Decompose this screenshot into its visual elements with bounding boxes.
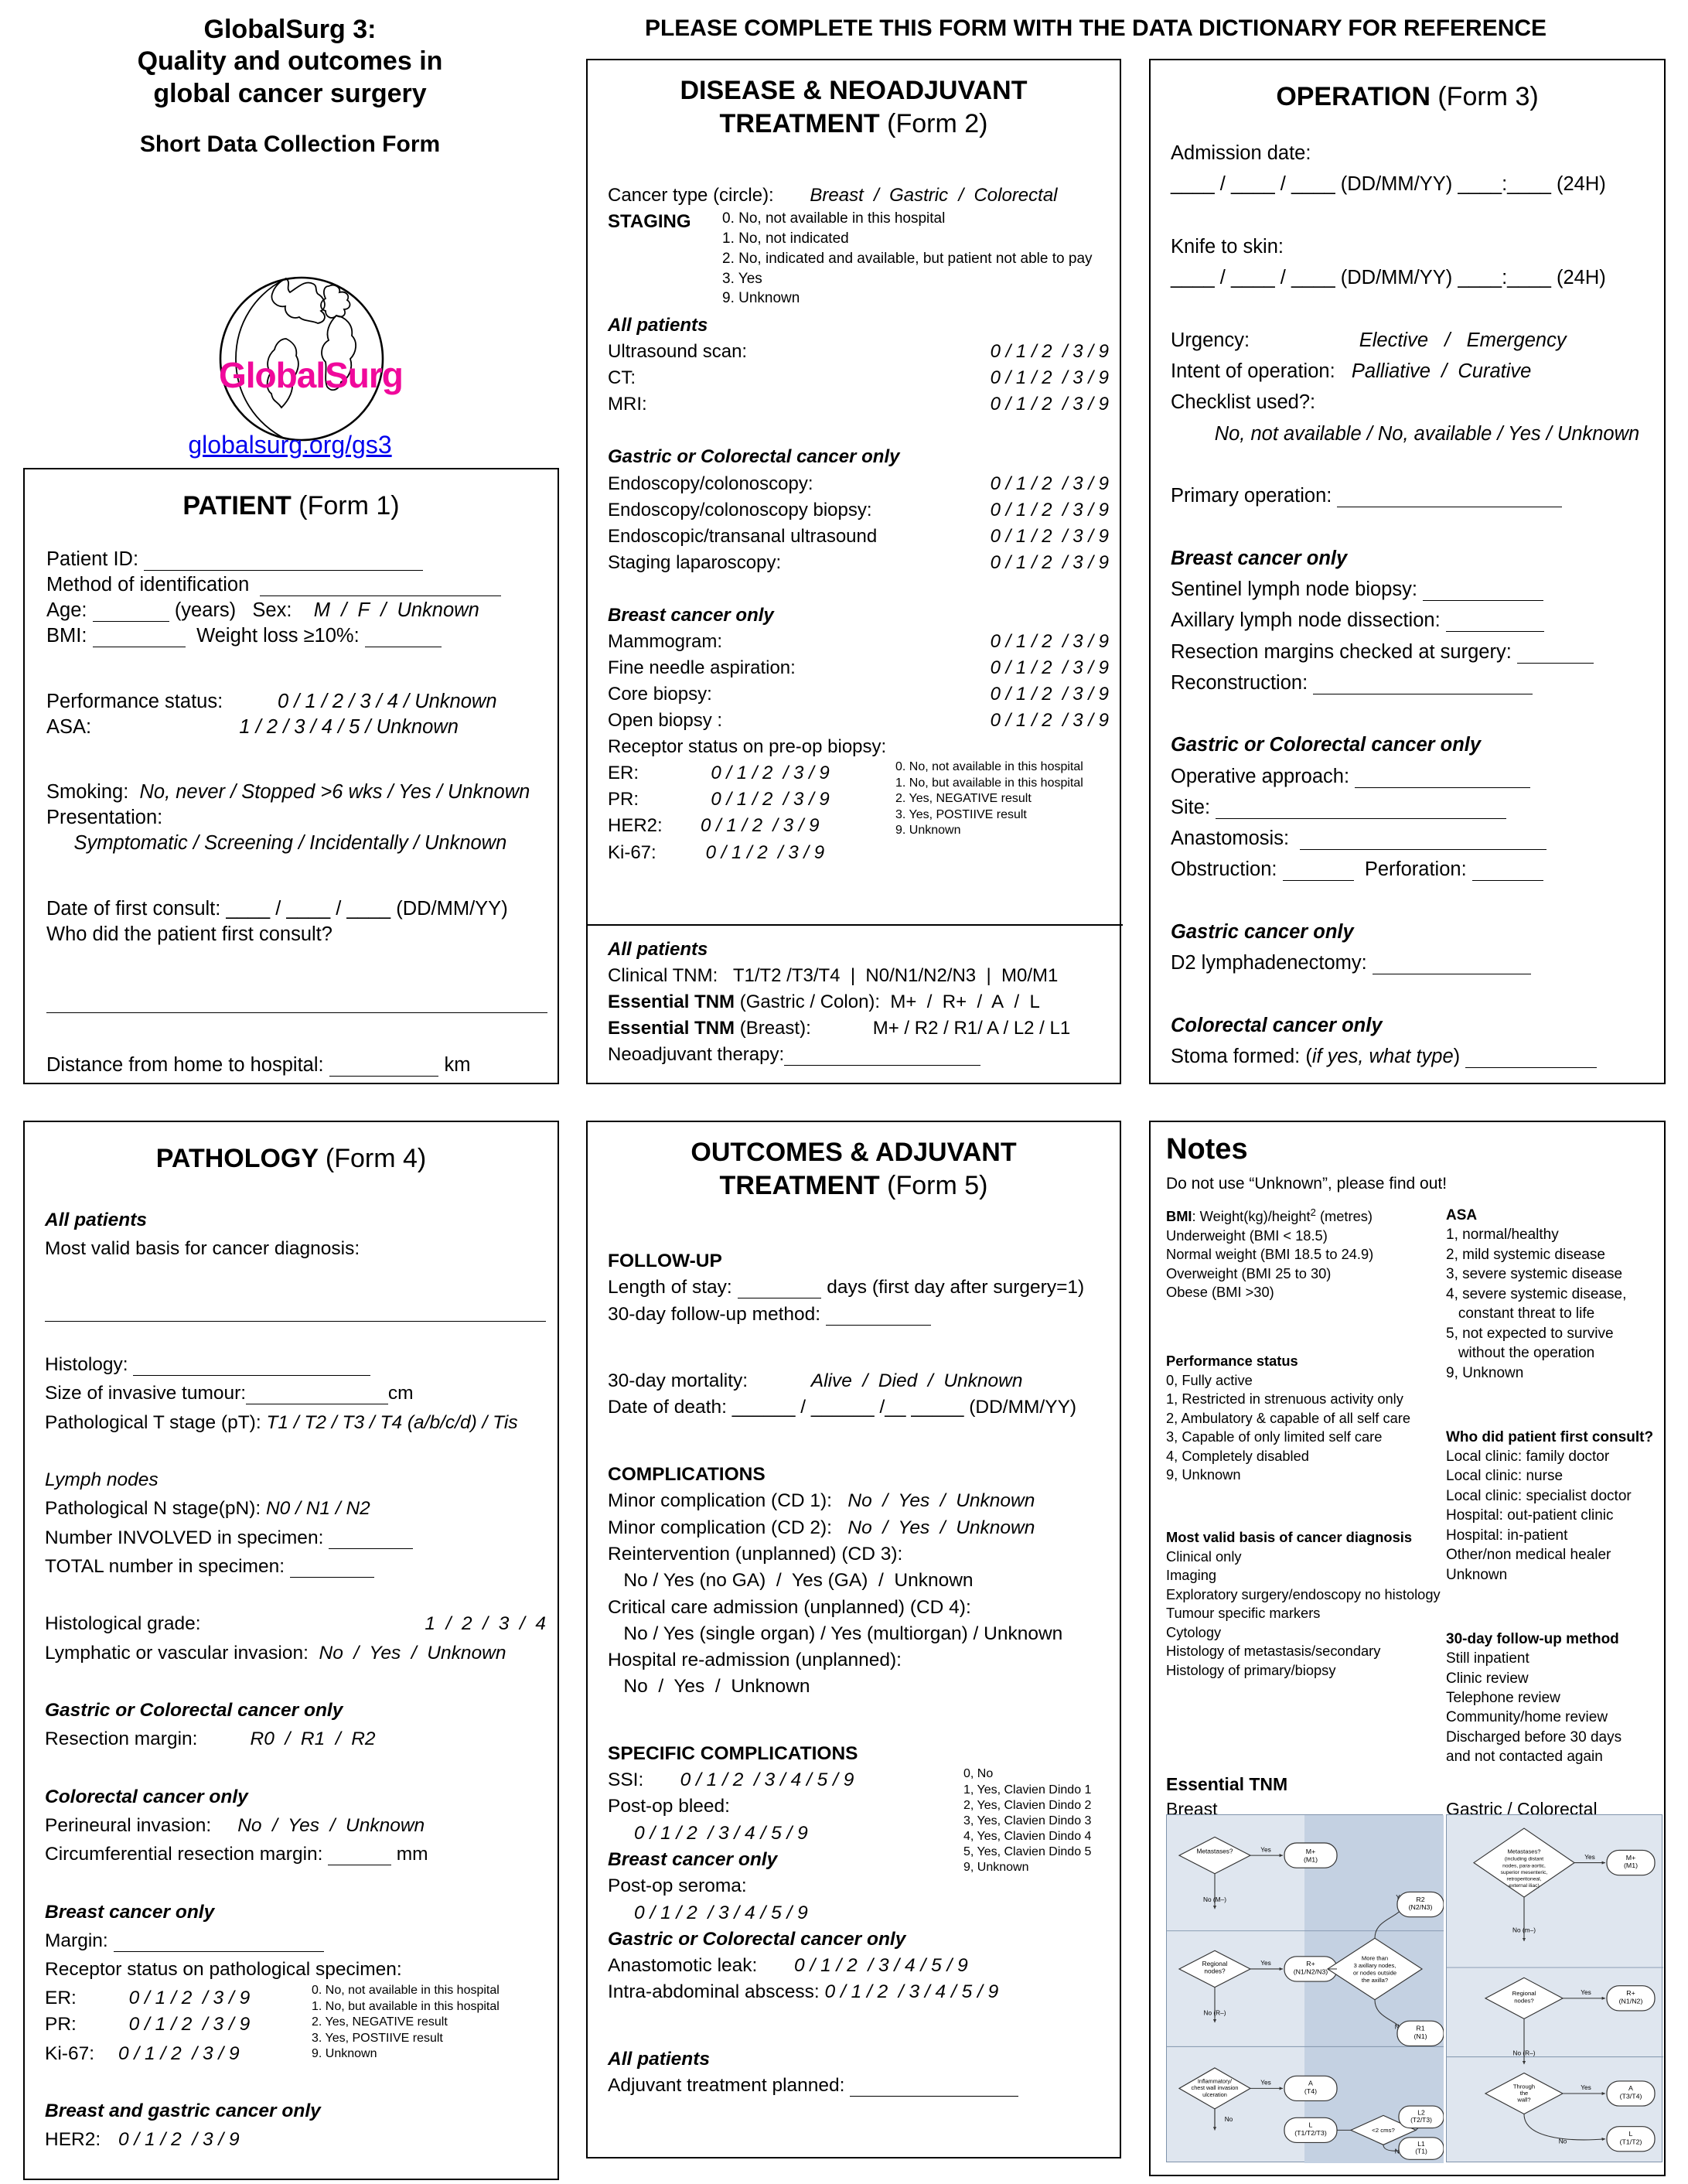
svg-text:(N1/N2/N3): (N1/N2/N3) xyxy=(1294,1968,1328,1976)
svg-text:(N2/N3): (N2/N3) xyxy=(1409,1903,1433,1911)
svg-text:No (R–): No (R–) xyxy=(1512,2050,1535,2057)
svg-text:Metastases?: Metastases? xyxy=(1507,1848,1540,1855)
svg-text:A: A xyxy=(1308,2080,1313,2087)
svg-text:No (R–): No (R–) xyxy=(1203,2010,1226,2017)
svg-text:No (m–): No (m–) xyxy=(1512,1927,1536,1934)
svg-text:or nodes outside: or nodes outside xyxy=(1353,1970,1396,1977)
svg-text:the axilla?: the axilla? xyxy=(1362,1977,1388,1984)
svg-text:chest wall invasion: chest wall invasion xyxy=(1192,2085,1239,2091)
svg-text:Yes: Yes xyxy=(1260,1960,1271,1967)
svg-text:L: L xyxy=(1309,2121,1313,2129)
svg-text:Through: Through xyxy=(1513,2083,1535,2090)
svg-text:L2: L2 xyxy=(1417,2110,1425,2117)
svg-text:(T2/T3): (T2/T3) xyxy=(1410,2117,1432,2124)
svg-text:superior mesenteric,: superior mesenteric, xyxy=(1501,1870,1548,1875)
svg-text:(T1/T2/T3): (T1/T2/T3) xyxy=(1294,2129,1327,2137)
svg-text:(M1): (M1) xyxy=(1624,1862,1638,1869)
svg-text:Yes: Yes xyxy=(1584,1854,1595,1861)
svg-text:nodes?: nodes? xyxy=(1204,1968,1226,1975)
svg-text:retroperitoneal,: retroperitoneal, xyxy=(1507,1876,1542,1882)
svg-text:the: the xyxy=(1520,2090,1529,2097)
svg-text:(T3/T4): (T3/T4) xyxy=(1620,2093,1642,2100)
svg-text:external iliac): external iliac) xyxy=(1509,1883,1539,1889)
svg-text:nodes?: nodes? xyxy=(1514,1998,1534,2005)
svg-text:L: L xyxy=(1629,2130,1633,2138)
svg-text:No (M–): No (M–) xyxy=(1203,1896,1226,1903)
svg-text:R1: R1 xyxy=(1416,2025,1424,2032)
svg-text:No: No xyxy=(1559,2138,1567,2145)
svg-text:R+: R+ xyxy=(1306,1960,1315,1967)
svg-text:(N1): (N1) xyxy=(1413,2032,1427,2040)
svg-text:A: A xyxy=(1628,2084,1633,2092)
svg-text:(N1/N2): (N1/N2) xyxy=(1619,1998,1643,2005)
svg-text:Regional: Regional xyxy=(1512,1990,1536,1997)
svg-text:Yes: Yes xyxy=(1260,2080,1271,2087)
svg-text:<2 cms?: <2 cms? xyxy=(1372,2127,1395,2134)
svg-text:Yes: Yes xyxy=(1260,1847,1271,1854)
svg-text:3 axillary nodes,: 3 axillary nodes, xyxy=(1354,1962,1396,1969)
svg-text:wall?: wall? xyxy=(1516,2097,1530,2104)
svg-text:Yes: Yes xyxy=(1581,1989,1591,1996)
svg-text:Metastases?: Metastases? xyxy=(1196,1848,1233,1855)
svg-text:R2: R2 xyxy=(1416,1896,1424,1903)
svg-text:R+: R+ xyxy=(1626,1989,1635,1997)
svg-text:M+: M+ xyxy=(1626,1854,1635,1862)
svg-text:Regional: Regional xyxy=(1202,1960,1228,1967)
svg-text:(including distant: (including distant xyxy=(1505,1857,1543,1862)
svg-text:(M1): (M1) xyxy=(1304,1856,1318,1864)
svg-text:ulceration: ulceration xyxy=(1202,2092,1227,2098)
svg-text:(T4): (T4) xyxy=(1304,2087,1317,2095)
svg-text:Inflammatory/: Inflammatory/ xyxy=(1198,2079,1232,2085)
svg-text:nodes, para-aortic,: nodes, para-aortic, xyxy=(1502,1863,1546,1868)
svg-text:Yes: Yes xyxy=(1581,2084,1591,2091)
svg-text:M+: M+ xyxy=(1306,1848,1315,1855)
svg-text:(T1/T2): (T1/T2) xyxy=(1620,2138,1642,2146)
svg-text:No: No xyxy=(1225,2116,1233,2123)
svg-text:(T1): (T1) xyxy=(1415,2148,1427,2155)
svg-text:More than: More than xyxy=(1362,1955,1388,1962)
svg-text:L1: L1 xyxy=(1417,2141,1425,2148)
